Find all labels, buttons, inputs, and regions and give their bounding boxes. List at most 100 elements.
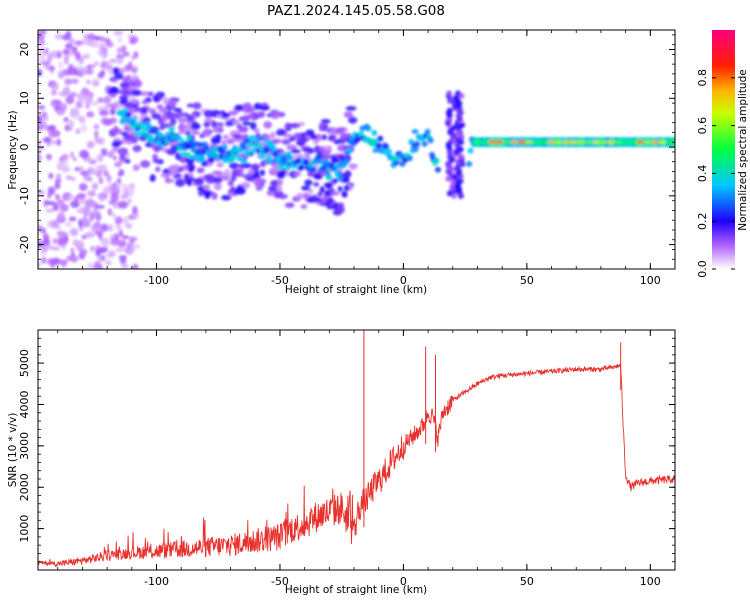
x-tick-label: -50 <box>271 274 289 287</box>
spectral-blob <box>105 104 110 110</box>
spectral-blob <box>204 191 211 199</box>
spectral-blob <box>118 67 125 75</box>
spectral-blob <box>95 249 101 257</box>
x-tick-label: -100 <box>144 575 169 588</box>
spectral-blob <box>67 194 75 200</box>
spectral-hotspot <box>636 140 645 145</box>
spectral-ridge-mark <box>446 190 453 197</box>
spectral-blob <box>263 121 273 129</box>
spectral-blob <box>231 119 241 125</box>
spectral-blob <box>38 34 45 41</box>
spectral-blob <box>141 99 149 105</box>
spectral-ridge-mark <box>283 160 290 167</box>
spectral-blob <box>338 202 345 210</box>
spectral-blob <box>162 96 169 105</box>
spectral-blob <box>58 159 69 167</box>
spectral-blob <box>203 122 211 128</box>
spectral-blob <box>301 185 311 191</box>
spectral-ridge-mark <box>212 146 219 153</box>
spectral-blob <box>84 201 92 211</box>
spectral-blob <box>132 206 138 215</box>
spectral-blob <box>103 118 113 126</box>
spectral-hotspot <box>517 140 526 145</box>
spectral-blob <box>296 192 303 201</box>
spectral-blob <box>70 200 80 208</box>
spectral-ridge-mark <box>346 147 353 154</box>
spectral-blob <box>104 260 112 266</box>
spectral-blob <box>178 127 186 135</box>
spectral-blob <box>118 255 128 260</box>
spectral-hotspot <box>183 152 191 157</box>
spectral-blob <box>259 169 265 177</box>
spectral-ridge-mark <box>365 125 372 132</box>
spectral-blob <box>185 114 194 122</box>
spectral-blob <box>151 113 162 120</box>
spectral-blob <box>121 77 133 82</box>
spectral-hotspot <box>643 140 652 145</box>
spectral-blob <box>108 103 118 109</box>
spectral-hotspot <box>473 140 482 145</box>
spectral-blob <box>131 65 138 74</box>
spectral-ridge-mark <box>131 116 138 123</box>
spectral-blob <box>213 177 223 184</box>
x-tick-label: 50 <box>520 575 534 588</box>
spectral-ridge-mark <box>192 141 199 148</box>
spectral-blob <box>284 124 290 129</box>
x-tick-label: 0 <box>400 274 407 287</box>
spectral-ridge-mark <box>257 135 264 142</box>
spectral-blob <box>83 66 88 73</box>
spectral-blob <box>132 164 140 171</box>
spectral-blob <box>112 155 118 161</box>
spectral-blob <box>153 146 161 153</box>
spectral-ridge-mark <box>383 143 390 150</box>
spectral-hotspot <box>275 160 283 165</box>
spectral-blob <box>227 179 234 187</box>
spectral-blob <box>212 138 222 144</box>
spectral-hotspot <box>495 140 504 145</box>
spectral-ridge-mark <box>454 90 461 97</box>
spectral-blob <box>50 50 60 59</box>
y-tick-label: 1000 <box>18 515 31 543</box>
spectral-hotspot <box>510 140 519 145</box>
spectral-ridge-mark <box>375 142 382 149</box>
spectral-blob <box>313 138 319 145</box>
spectral-blob <box>160 173 171 178</box>
spectral-blob <box>168 168 177 176</box>
spectral-blob <box>78 218 84 227</box>
spectral-blob <box>77 208 84 214</box>
spectral-blob <box>121 88 129 96</box>
spectral-blob <box>46 220 53 228</box>
spectral-ridge-mark <box>414 141 421 148</box>
spectral-ridge-mark <box>446 90 453 97</box>
spectral-blob <box>179 115 187 124</box>
spectral-hotspot <box>139 130 147 136</box>
spectral-blob <box>320 119 331 124</box>
spectral-blob <box>186 178 193 187</box>
spectral-hotspot <box>160 135 168 140</box>
spectral-blob <box>123 67 130 73</box>
spectral-blob <box>161 113 169 122</box>
colorbar-tick-label: 0.8 <box>696 69 709 87</box>
spectral-blob <box>277 193 288 200</box>
spectral-ridge-mark <box>298 164 305 171</box>
spectral-blob <box>155 166 161 173</box>
spectral-blob <box>228 162 239 170</box>
colorbar-tick-label: 0.0 <box>696 260 709 278</box>
spectral-blob <box>214 182 222 191</box>
spectral-ridge-mark <box>421 140 428 147</box>
spectral-blob <box>321 197 327 205</box>
spectral-blob <box>249 121 257 130</box>
spectral-blob <box>132 145 142 153</box>
spectral-blob <box>343 111 353 119</box>
spectral-hotspot <box>233 147 241 153</box>
x-tick-label: 0 <box>400 575 407 588</box>
spectral-ridge-mark <box>254 141 261 148</box>
spectral-blob <box>57 50 62 59</box>
spectral-ridge-mark <box>251 146 258 153</box>
spectral-blob <box>115 57 124 65</box>
spectral-blob <box>168 121 175 128</box>
spectral-blob <box>235 186 246 195</box>
spectral-ridge-mark <box>357 131 364 138</box>
